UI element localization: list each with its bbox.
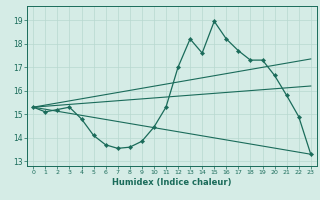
X-axis label: Humidex (Indice chaleur): Humidex (Indice chaleur): [112, 178, 232, 187]
